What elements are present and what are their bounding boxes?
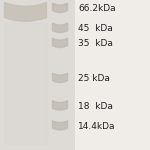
Polygon shape [52,23,68,33]
Text: 66.2kDa: 66.2kDa [78,4,116,13]
Text: 18  kDa: 18 kDa [78,102,113,111]
Bar [0,0,75,150]
Polygon shape [4,3,47,21]
Polygon shape [52,38,68,48]
Text: 25 kDa: 25 kDa [78,74,110,83]
Bar [75,0,150,150]
Text: 45  kDa: 45 kDa [78,24,113,33]
Text: 35  kDa: 35 kDa [78,39,113,48]
Polygon shape [52,101,68,110]
Polygon shape [52,3,68,12]
Text: 14.4kDa: 14.4kDa [78,122,116,131]
Polygon shape [52,73,68,82]
Polygon shape [52,121,68,130]
